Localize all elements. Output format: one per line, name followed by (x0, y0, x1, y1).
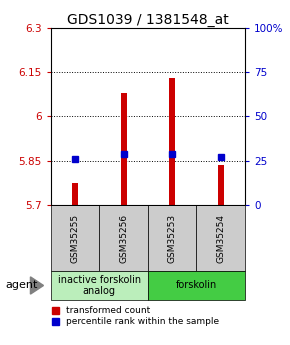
Bar (148, 271, 245, 300)
Bar (99, 205, 148, 271)
Text: GSM35254: GSM35254 (216, 214, 225, 263)
Bar (196, 205, 245, 271)
Text: GSM35253: GSM35253 (168, 214, 177, 263)
Bar (51, 205, 99, 271)
Legend: transformed count, percentile rank within the sample: transformed count, percentile rank withi… (52, 306, 220, 326)
Text: agent: agent (6, 280, 38, 290)
Text: inactive forskolin
analog: inactive forskolin analog (58, 275, 141, 296)
Text: GSM35255: GSM35255 (70, 214, 79, 263)
Bar (121, 93, 126, 205)
Bar (72, 183, 78, 205)
Text: GSM35256: GSM35256 (119, 214, 128, 263)
Bar (51, 271, 148, 300)
Polygon shape (30, 277, 44, 294)
Text: forskolin: forskolin (176, 280, 217, 290)
Title: GDS1039 / 1381548_at: GDS1039 / 1381548_at (67, 12, 229, 27)
Bar (148, 205, 196, 271)
Bar (218, 165, 224, 205)
Bar (169, 78, 175, 205)
